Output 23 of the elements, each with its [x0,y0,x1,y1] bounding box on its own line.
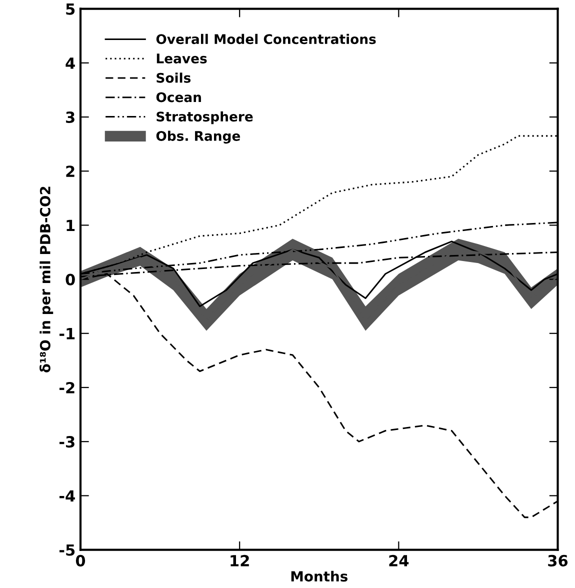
legend-label: Stratosphere [156,111,253,124]
y-tick-label: -5 [59,544,75,556]
x-tick-label: 24 [389,554,409,566]
legend-label: Overall Model Concentrations [156,34,376,44]
legend-label: Soils [156,72,191,83]
y-tick-label: 2 [66,166,74,177]
x-tick-label: 0 [76,554,86,566]
y-axis-title: δ¹⁸O in per mil PDB-CO2 [40,186,54,372]
y-tick-label: 0 [66,274,75,286]
legend-label: Leaves [156,54,207,64]
legend-label: Obs. Range [156,130,240,144]
x-tick-label: 36 [548,554,568,566]
y-tick-label: 3 [66,111,74,124]
y-tick-label: 4 [66,58,75,69]
y-tick-label: -1 [59,328,75,340]
x-axis-title: Months [291,570,348,582]
y-tick-label: 5 [66,3,75,15]
legend-label: Ocean [156,92,201,102]
y-tick-label: -4 [59,490,75,502]
x-tick-label: 12 [230,554,249,566]
y-tick-label: -3 [59,436,74,448]
y-tick-label: 1 [66,220,75,232]
y-tick-label: -2 [59,382,74,394]
